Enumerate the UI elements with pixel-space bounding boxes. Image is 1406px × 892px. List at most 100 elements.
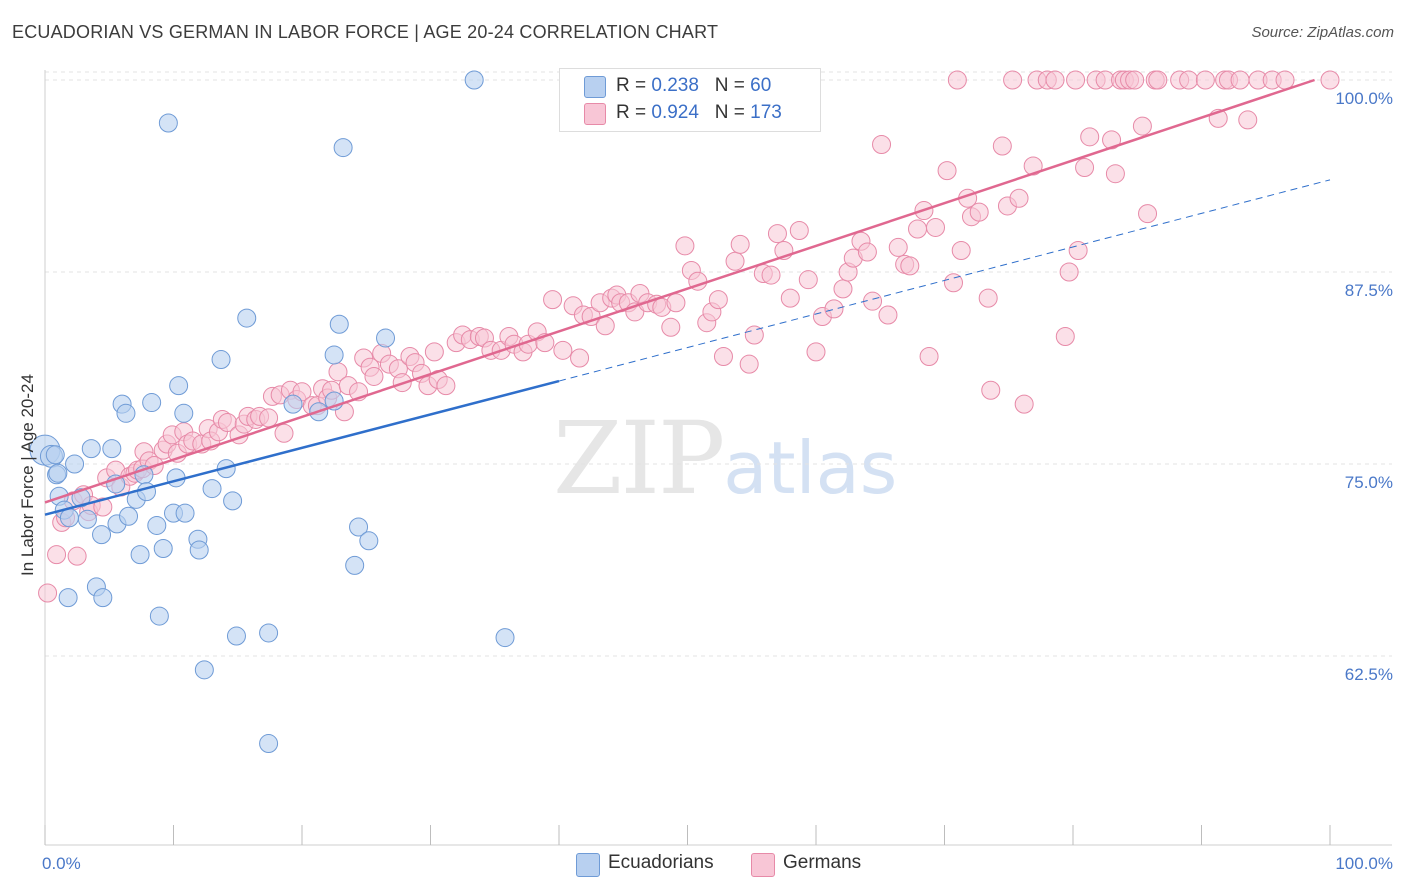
germans-point: [908, 219, 928, 239]
ecuadorians-point: [226, 626, 246, 646]
germans-point: [1179, 70, 1199, 90]
ecuadorians-point: [92, 525, 112, 545]
germans-legend-label: Germans: [783, 852, 862, 873]
y-tick-label: 62.5%: [1345, 665, 1393, 684]
germans-point: [47, 545, 67, 565]
ecuadorians-point: [45, 445, 65, 465]
ecuadorians-legend-label: Ecuadorians: [608, 852, 714, 873]
germans-point: [1080, 127, 1100, 147]
ecuadorians-point: [329, 314, 349, 334]
ecuadorians-legend-swatch: [576, 853, 600, 877]
germans-point: [595, 316, 615, 336]
ecuadorians-point: [359, 531, 379, 551]
germans-point: [1066, 70, 1086, 90]
ecuadorians-point: [147, 515, 167, 535]
ecuadorians-point: [153, 538, 173, 558]
ecuadorians-point: [175, 503, 195, 523]
axes: [44, 70, 1392, 846]
germans-point: [969, 202, 989, 222]
ecuadorians-point: [202, 479, 222, 499]
germans-point: [708, 290, 728, 310]
ecuadorians-point: [376, 328, 396, 348]
ecuadorians-point: [211, 350, 231, 370]
germans-point: [857, 242, 877, 262]
ecuadorians-point: [223, 491, 243, 511]
germans-point: [1132, 116, 1152, 136]
ecuadorians-point: [58, 588, 78, 608]
ecuadorians-point: [77, 509, 97, 529]
tick-labels: 62.5% 75.0% 87.5% 100.0% 0.0% 100.0%: [42, 89, 1393, 873]
germans-point: [1055, 327, 1075, 347]
germans-point: [436, 376, 456, 396]
ecuadorians-n-value: 60: [750, 75, 772, 96]
ecuadorians-swatch: [584, 76, 606, 98]
ecuadorians-point: [142, 393, 162, 413]
germans-legend-swatch: [751, 853, 775, 877]
ecuadorians-point: [65, 454, 85, 474]
germans-point: [937, 161, 957, 181]
germans-point: [947, 70, 967, 90]
germans-point: [833, 279, 853, 299]
ecuadorians-point: [59, 508, 79, 528]
ecuadorians-point: [137, 482, 157, 502]
germans-point: [38, 583, 58, 603]
germans-point: [888, 237, 908, 257]
germans-point: [981, 380, 1001, 400]
germans-point: [951, 240, 971, 260]
germans-point: [730, 234, 750, 254]
x-tick-label-start: 0.0%: [42, 854, 81, 873]
ecuadorians-r-value: 0.238: [651, 75, 699, 96]
germans-point: [67, 546, 87, 566]
germans-point: [767, 224, 787, 244]
germans-point: [1105, 164, 1125, 184]
germans-point: [798, 270, 818, 290]
germans-point: [744, 325, 764, 345]
germans-point: [943, 273, 963, 293]
germans-point: [1125, 70, 1145, 90]
germans-point: [878, 305, 898, 325]
germans-point: [1148, 70, 1168, 90]
watermark-atlas: atlas: [723, 426, 898, 510]
germans-point: [661, 317, 681, 337]
germans-point: [424, 342, 444, 362]
ecuadorians-point: [93, 588, 113, 608]
germans-point: [1075, 158, 1095, 178]
ecuadorians-point: [259, 734, 279, 754]
ecuadorians-point: [324, 345, 344, 365]
germans-point: [1009, 188, 1029, 208]
y-tick-label: 75.0%: [1345, 473, 1393, 492]
watermark-zip: ZIP: [553, 400, 725, 517]
ecuadorians-point: [495, 628, 515, 648]
germans-r-value: 0.924: [651, 102, 699, 123]
ecuadorians-point: [119, 506, 139, 526]
trend-lines: [44, 78, 1331, 516]
germans-point: [1059, 262, 1079, 282]
ecuadorians-point: [194, 660, 214, 680]
ecuadorians-point: [333, 138, 353, 158]
ecuadorians-point: [149, 606, 169, 626]
germans-point: [570, 348, 590, 368]
germans-point: [713, 346, 733, 366]
ecuadorians-point: [345, 555, 365, 575]
germans-point: [761, 265, 781, 285]
germans-point: [675, 236, 695, 256]
germans-point: [725, 251, 745, 271]
ecuadorians-point: [237, 308, 257, 328]
source-label: Source: ZipAtlas.com: [1251, 24, 1394, 41]
ecuadorians-point: [169, 376, 189, 396]
germans-n-value: 173: [750, 102, 782, 123]
germans-trend-line: [44, 78, 1315, 504]
ecuadorians-point: [71, 488, 91, 508]
germans-point: [1045, 70, 1065, 90]
ecuadorians-point: [349, 517, 369, 537]
ecuadorians-point: [102, 439, 122, 459]
germans-point: [919, 346, 939, 366]
ecuadorians-point: [174, 403, 194, 423]
n-label: N =: [714, 102, 745, 123]
ecuadorians-point: [116, 403, 136, 423]
germans-point: [872, 135, 892, 155]
ecuadorians-point: [81, 439, 101, 459]
germans-point: [1195, 70, 1215, 90]
germans-point: [1102, 130, 1122, 150]
germans-point: [1238, 110, 1258, 130]
